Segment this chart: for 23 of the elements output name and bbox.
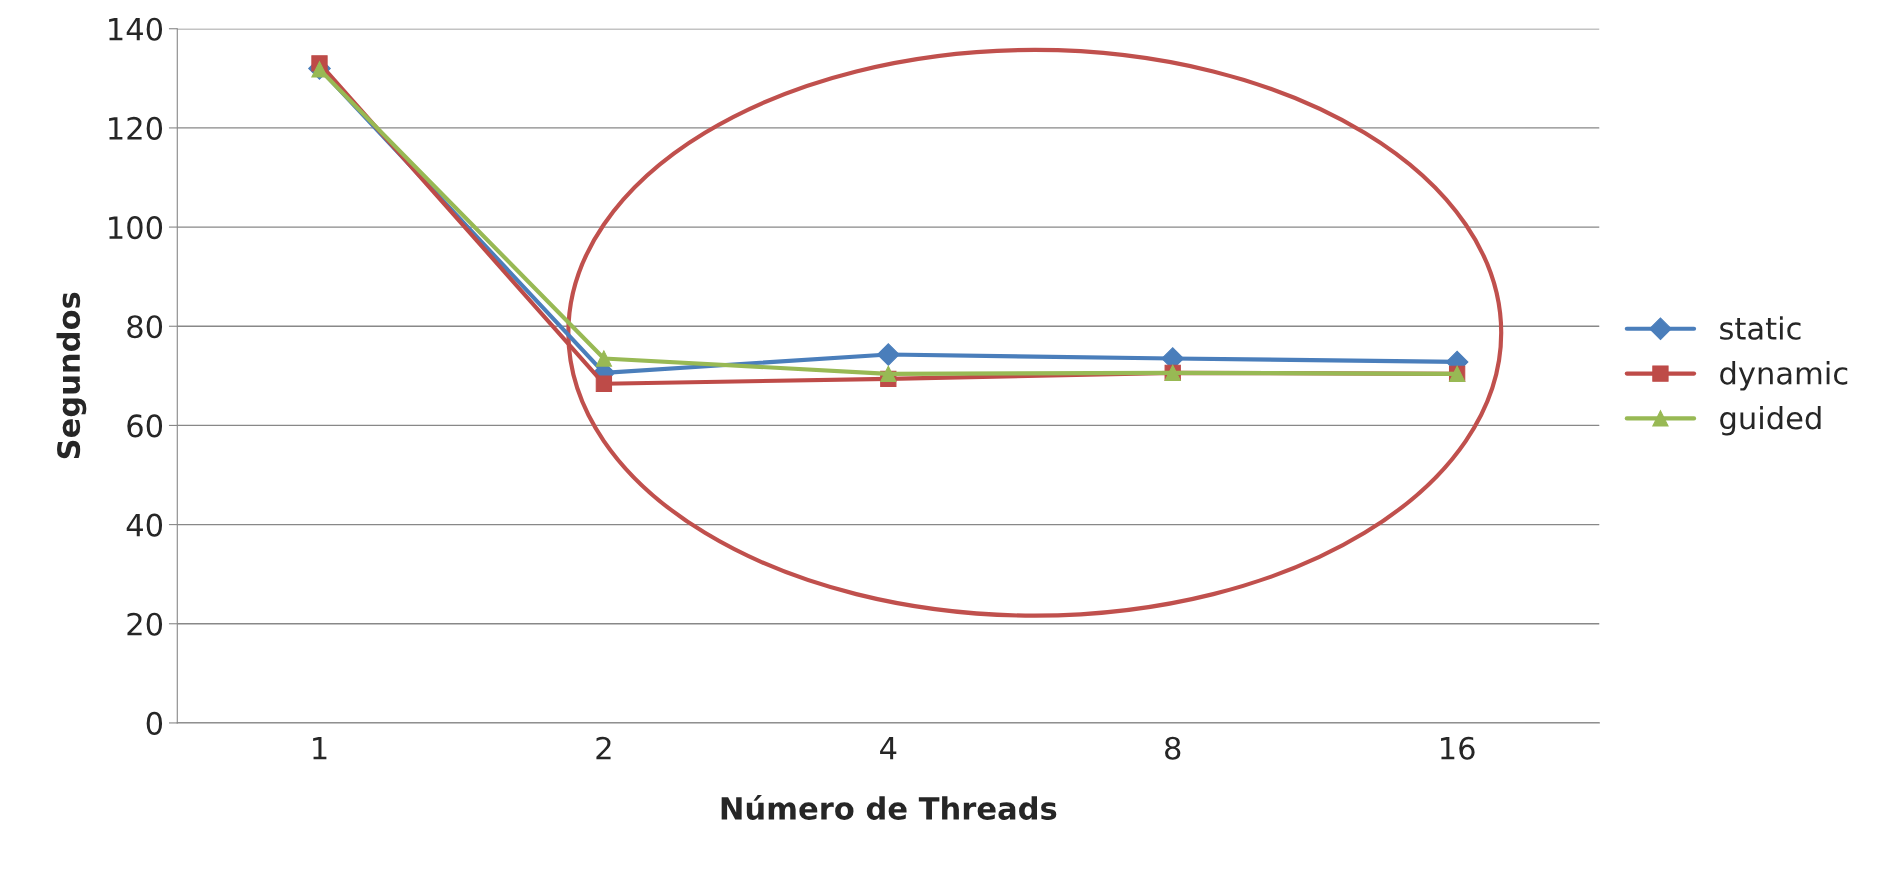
point bbox=[311, 61, 328, 78]
y-tick-label: 60 bbox=[127, 414, 163, 438]
x-tick-label: 4 bbox=[880, 737, 897, 760]
point bbox=[595, 350, 613, 367]
y-tick-label: 140 bbox=[109, 17, 163, 41]
legend-label: static bbox=[1720, 316, 1801, 340]
x-tick-label: 1 bbox=[313, 737, 327, 760]
legend-label: dynamic bbox=[1720, 361, 1848, 391]
y-tick-label: 20 bbox=[127, 612, 163, 636]
point bbox=[876, 343, 900, 366]
point bbox=[595, 375, 613, 392]
x-tick-label: 16 bbox=[1441, 736, 1475, 760]
y-axis-title: Segundos bbox=[56, 292, 87, 459]
x-tick-label: 2 bbox=[596, 736, 611, 760]
y-tick-label: 80 bbox=[127, 315, 163, 339]
x-tick-label: 8 bbox=[1165, 736, 1181, 760]
y-tick-label: 120 bbox=[109, 116, 163, 140]
x-axis-title: Número de Threads bbox=[721, 795, 1057, 820]
point bbox=[880, 365, 897, 383]
y-tick-label: 0 bbox=[146, 711, 163, 735]
legend-label: guided bbox=[1720, 405, 1821, 436]
y-tick-label: 100 bbox=[109, 216, 163, 240]
y-tick-label: 40 bbox=[126, 513, 163, 537]
